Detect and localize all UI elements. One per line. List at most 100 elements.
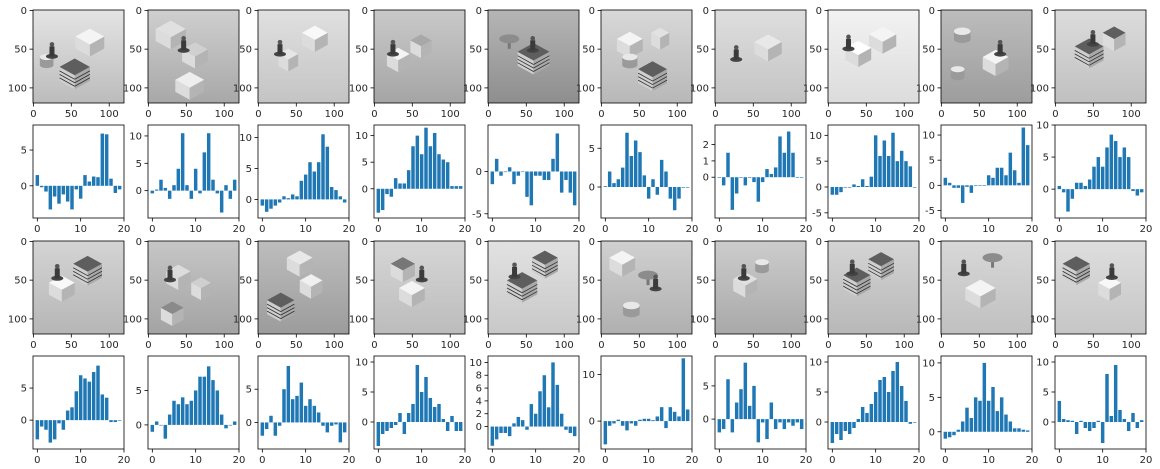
box-right-face: [856, 275, 871, 297]
axes-frame: [487, 355, 580, 450]
x-tick-label: 0: [489, 455, 495, 466]
scene: [715, 10, 806, 103]
y-tick-label: 100: [803, 314, 822, 325]
box-right-face: [652, 69, 667, 92]
bar: [538, 391, 542, 427]
x-tick-label: 50: [747, 340, 760, 351]
x-tick-label: 0: [712, 340, 718, 351]
x-tick-label: 10: [642, 224, 655, 235]
box-top-face: [182, 42, 208, 57]
y-tick-label: 5: [362, 388, 368, 399]
bar: [264, 199, 269, 212]
x-tick-label: 0: [716, 224, 722, 235]
bar: [616, 179, 621, 187]
bar: [839, 422, 843, 440]
bar-panel-1-8: 0 10 20 -5 0 5 10: [922, 124, 1038, 235]
bar: [113, 420, 118, 423]
cylinder-bottom: [953, 35, 971, 43]
bar-panel-1-1: 0 10 20 0 5 10: [129, 124, 245, 235]
image-frame: [147, 240, 240, 335]
x-tick-label: 10: [299, 455, 312, 466]
layer-line: [1074, 50, 1090, 59]
bar: [947, 182, 952, 186]
y-tick-label: 0: [476, 422, 482, 433]
cylinder-top: [622, 301, 640, 310]
x-tick-label: 50: [290, 109, 303, 120]
y-tick-label: 5: [246, 164, 252, 175]
bar: [419, 392, 424, 422]
bar: [406, 413, 411, 422]
bar: [176, 168, 181, 191]
bar: [769, 402, 774, 420]
box-top-face: [73, 255, 103, 272]
bar: [791, 419, 795, 426]
x-tick-label: 10: [869, 224, 882, 235]
box-right-face: [882, 34, 897, 54]
axes-frame: [827, 355, 920, 450]
x-tick-label: 50: [520, 109, 533, 120]
layer-line: [531, 261, 546, 270]
bar: [1079, 182, 1083, 190]
scene-floor: [601, 10, 692, 103]
y-tick-label: 100: [349, 83, 368, 94]
scene: [941, 10, 1032, 103]
y-tick-label: 0: [816, 183, 822, 194]
box-left-face: [160, 307, 173, 326]
scene: [33, 241, 124, 334]
layer-line: [637, 76, 653, 85]
y-tick-label: 100: [463, 314, 482, 325]
bar: [57, 185, 61, 204]
bar: [721, 419, 726, 430]
bar: [1025, 430, 1030, 432]
bar: [61, 420, 66, 430]
bar: [70, 185, 74, 210]
x-tick-label: 50: [860, 109, 873, 120]
image-frame: [827, 240, 920, 335]
bar: [860, 179, 865, 187]
box-right-face: [995, 57, 1009, 77]
image-frame: [257, 240, 350, 335]
bar: [316, 412, 321, 423]
bar: [109, 420, 113, 423]
x-tick-label: 20: [459, 224, 472, 235]
cylinder-side: [622, 305, 640, 314]
box-left-face: [868, 259, 882, 281]
bar-panel-3-2: 0 10 20 0 5: [246, 355, 355, 466]
bar: [87, 181, 92, 186]
bar: [282, 196, 286, 200]
x-tick-label: 0: [259, 224, 265, 235]
image-frame: [257, 9, 350, 104]
bar-panel-3-4: 0 10 20 0 2 46 8 10: [469, 355, 585, 466]
figure-head: [419, 265, 425, 271]
box-left-face: [155, 28, 171, 50]
x-tick-label: 100: [782, 109, 801, 120]
box-left-face: [1062, 263, 1077, 286]
x-tick-label: 0: [30, 109, 36, 120]
y-tick-label: 0: [589, 417, 595, 428]
bar: [1100, 166, 1105, 190]
bar-panel-3-8: 0 10 20 0 5 10: [922, 355, 1038, 466]
y-tick-label: 5: [929, 393, 935, 404]
box-left-face: [517, 51, 534, 75]
bar: [542, 171, 547, 180]
x-tick-label: 20: [343, 224, 356, 235]
y-tick-label: 0: [703, 6, 709, 17]
y-tick-label: 5: [1043, 388, 1049, 399]
bar: [398, 183, 402, 189]
y-tick-label: 10: [582, 370, 595, 381]
bar: [1057, 401, 1062, 422]
bar: [180, 397, 185, 425]
bar: [516, 171, 521, 176]
bar: [1126, 422, 1131, 431]
y-tick-label: 0: [246, 6, 252, 17]
bar: [1004, 175, 1008, 186]
bar: [856, 185, 861, 187]
bar: [782, 152, 787, 178]
box-right-face: [622, 257, 636, 277]
x-tick-label: 100: [325, 109, 344, 120]
figure-body: [419, 269, 425, 280]
bar: [847, 422, 852, 434]
bar: [193, 168, 198, 191]
bar: [612, 183, 616, 187]
